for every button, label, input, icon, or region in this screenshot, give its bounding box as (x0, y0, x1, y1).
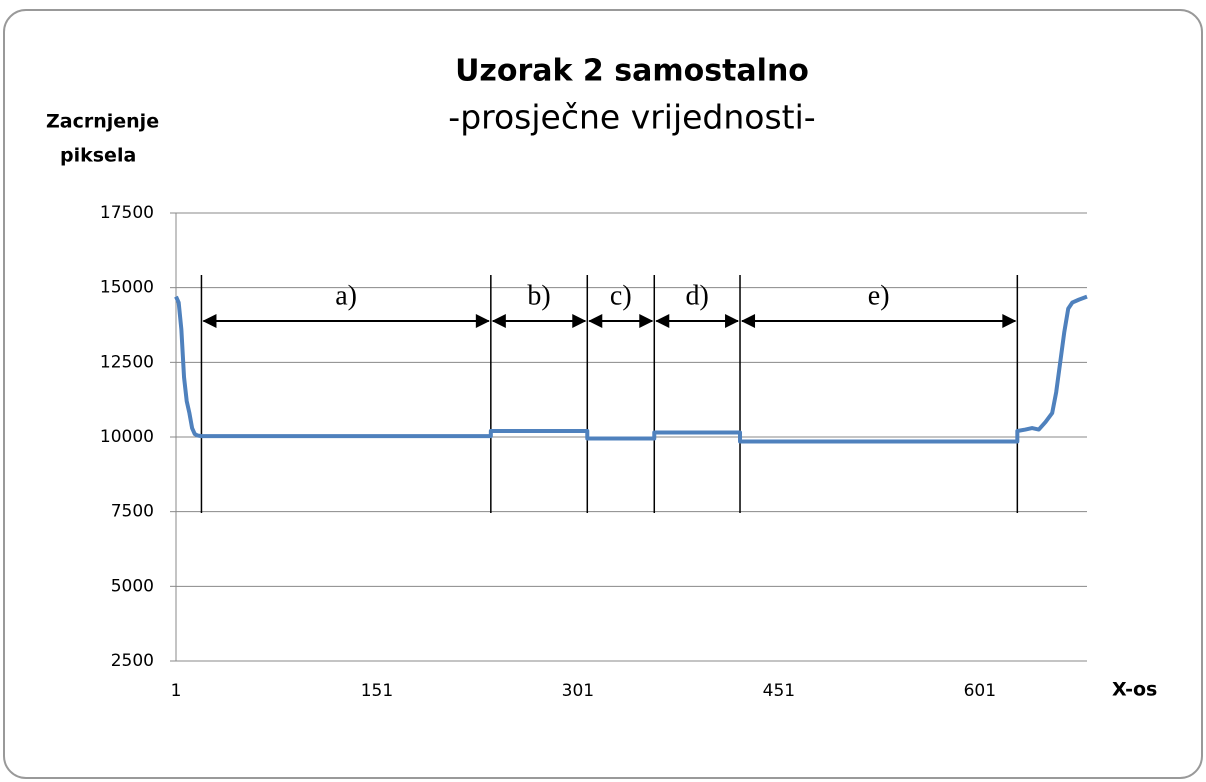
y-tick-label: 12500 (100, 352, 154, 372)
chart-title: Uzorak 2 samostalno (455, 54, 809, 89)
x-tick-label: 451 (763, 681, 795, 701)
x-tick-label: 151 (361, 681, 393, 701)
arrow-head (491, 314, 506, 328)
x-tick-label: 301 (562, 681, 594, 701)
y-tick-label: 7500 (111, 502, 154, 522)
arrow-head (639, 314, 654, 328)
x-tick-label: 601 (964, 681, 996, 701)
y-tick-label: 15000 (100, 278, 154, 298)
x-tick-label: 1 (171, 681, 182, 701)
segment-label: e) (868, 280, 890, 311)
chart-subtitle: -prosječne vrijednosti- (448, 98, 815, 137)
segment-label: b) (527, 280, 550, 311)
arrow-head (1002, 314, 1017, 328)
arrow-head (741, 314, 756, 328)
data-line (174, 294, 1088, 444)
y-tick-label: 2500 (111, 651, 154, 671)
arrow-head (655, 314, 670, 328)
arrow-head (725, 314, 740, 328)
y-axis-label: piksela (60, 145, 136, 167)
arrow-head (572, 314, 587, 328)
y-tick-label: 17500 (100, 203, 154, 223)
segment-label: c) (610, 280, 632, 311)
arrow-head (202, 314, 217, 328)
segment-label: a) (335, 280, 357, 311)
arrow-head (588, 314, 603, 328)
segment-label: d) (685, 280, 708, 311)
arrow-head (475, 314, 490, 328)
y-axis-label: Zacrnjenje (46, 111, 159, 133)
y-tick-label: 5000 (111, 576, 154, 596)
x-axis-label: X-os (1112, 679, 1157, 701)
y-tick-label: 10000 (100, 427, 154, 447)
